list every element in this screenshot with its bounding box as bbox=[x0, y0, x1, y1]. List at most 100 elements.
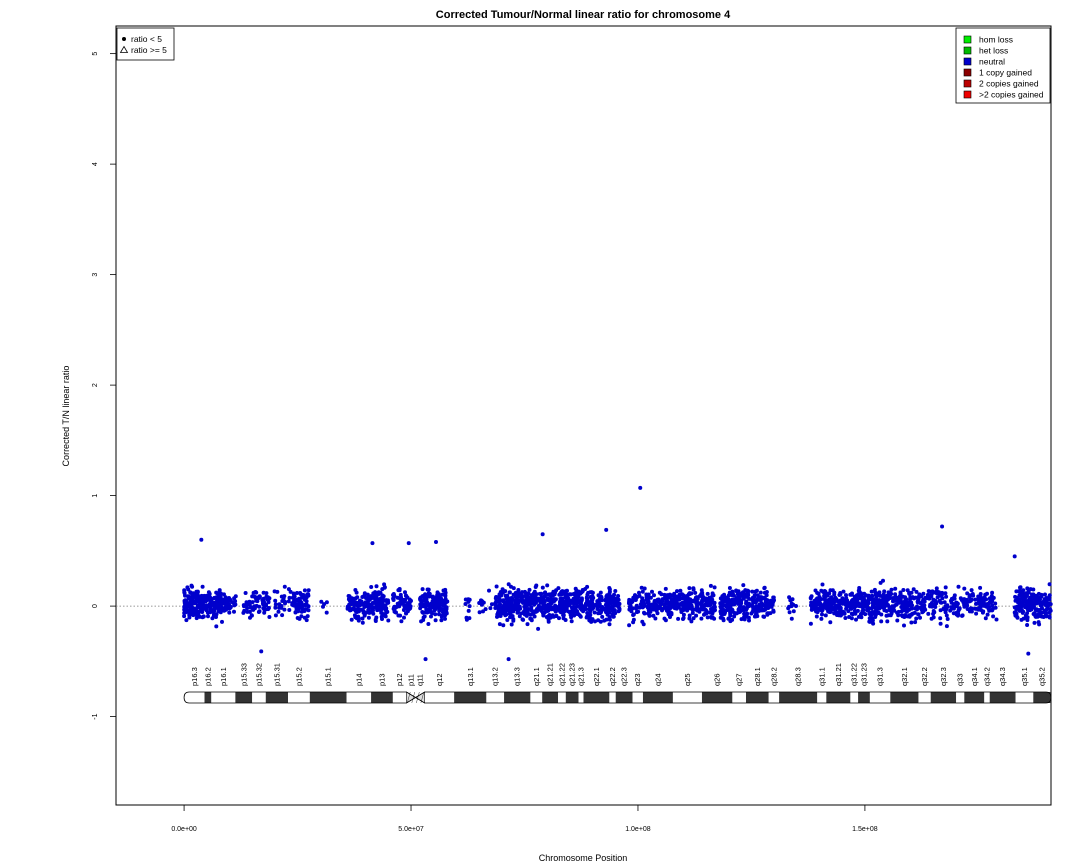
data-point bbox=[542, 594, 547, 599]
data-point bbox=[733, 611, 738, 616]
ideogram-band bbox=[768, 692, 780, 703]
ideogram-band bbox=[424, 692, 455, 703]
data-point bbox=[887, 605, 892, 610]
data-point bbox=[640, 589, 645, 594]
data-point bbox=[507, 590, 512, 595]
data-point bbox=[431, 601, 436, 606]
y-tick-label: 3 bbox=[92, 273, 99, 277]
data-point bbox=[833, 606, 838, 611]
legend-entry-label: 2 copies gained bbox=[979, 79, 1039, 89]
data-point bbox=[391, 592, 396, 596]
data-point bbox=[592, 603, 597, 608]
data-point bbox=[593, 619, 597, 624]
ideogram-band bbox=[930, 692, 957, 703]
data-point bbox=[1043, 592, 1047, 597]
data-point bbox=[1043, 598, 1048, 603]
x-tick-label: 5.0e+07 bbox=[398, 826, 424, 833]
data-point bbox=[524, 595, 529, 600]
data-point bbox=[844, 596, 849, 600]
data-point bbox=[297, 596, 302, 601]
data-point bbox=[221, 607, 225, 612]
data-point bbox=[507, 602, 512, 607]
data-point bbox=[980, 610, 985, 615]
data-point bbox=[218, 598, 223, 603]
data-point bbox=[751, 607, 756, 612]
data-point bbox=[854, 617, 858, 622]
data-point bbox=[687, 599, 692, 604]
ideogram-band-label: q28.3 bbox=[794, 667, 803, 686]
data-point bbox=[353, 596, 358, 601]
data-point bbox=[545, 603, 550, 608]
data-point bbox=[723, 610, 727, 615]
data-point bbox=[182, 604, 187, 609]
data-point bbox=[515, 606, 520, 610]
y-tick-label: 5 bbox=[92, 52, 99, 56]
data-point bbox=[587, 618, 592, 623]
data-point bbox=[494, 595, 499, 599]
data-point bbox=[386, 618, 391, 623]
data-point bbox=[753, 614, 758, 619]
data-point bbox=[199, 537, 204, 542]
ideogram-band-label: q13.1 bbox=[466, 667, 475, 686]
data-point bbox=[940, 590, 945, 595]
data-point bbox=[898, 597, 903, 602]
ideogram-band-label: p16.1 bbox=[219, 667, 228, 686]
data-point bbox=[642, 611, 647, 616]
data-point bbox=[488, 606, 493, 611]
data-point bbox=[551, 589, 556, 594]
data-point bbox=[739, 617, 744, 622]
data-point bbox=[978, 592, 983, 596]
data-point bbox=[889, 611, 894, 616]
data-point bbox=[638, 485, 643, 490]
data-point bbox=[540, 585, 545, 590]
data-point bbox=[249, 613, 254, 618]
data-point bbox=[926, 611, 931, 616]
data-point bbox=[295, 616, 300, 620]
data-point bbox=[530, 599, 535, 604]
data-point bbox=[808, 621, 813, 626]
data-point bbox=[919, 594, 924, 599]
data-point bbox=[541, 610, 546, 615]
data-point bbox=[699, 616, 704, 621]
data-point bbox=[614, 601, 619, 606]
data-point bbox=[664, 607, 669, 612]
data-point bbox=[828, 588, 833, 593]
data-point bbox=[655, 597, 660, 602]
data-point bbox=[184, 618, 189, 623]
ideogram-band bbox=[252, 692, 266, 703]
data-point bbox=[348, 606, 353, 611]
data-point bbox=[195, 590, 200, 594]
data-point bbox=[501, 607, 506, 612]
data-point bbox=[542, 591, 547, 596]
data-point bbox=[710, 591, 715, 596]
data-point bbox=[262, 600, 267, 605]
data-point bbox=[590, 606, 595, 610]
data-point bbox=[642, 586, 647, 591]
data-point bbox=[356, 618, 361, 623]
data-point bbox=[844, 606, 849, 611]
data-point bbox=[584, 601, 589, 606]
data-point bbox=[549, 596, 554, 601]
legend-entry-label: het loss bbox=[979, 46, 1008, 56]
data-point bbox=[849, 611, 854, 616]
data-point bbox=[1034, 593, 1039, 598]
data-point bbox=[689, 619, 694, 624]
data-point bbox=[990, 603, 995, 608]
data-point bbox=[819, 604, 824, 609]
data-point bbox=[724, 595, 729, 600]
data-point bbox=[188, 590, 193, 595]
data-point bbox=[282, 607, 287, 612]
data-point bbox=[985, 612, 990, 617]
data-point bbox=[362, 591, 367, 596]
data-point bbox=[214, 624, 219, 629]
data-point bbox=[546, 608, 551, 613]
y-axis: -1 0 1 2 3 4 5 bbox=[92, 52, 116, 720]
data-point bbox=[578, 614, 583, 619]
data-point bbox=[306, 588, 311, 593]
data-point bbox=[1028, 607, 1033, 612]
data-point bbox=[759, 604, 764, 608]
data-point bbox=[898, 590, 903, 595]
data-point bbox=[879, 619, 884, 624]
data-point bbox=[668, 606, 673, 610]
data-point bbox=[436, 592, 441, 597]
